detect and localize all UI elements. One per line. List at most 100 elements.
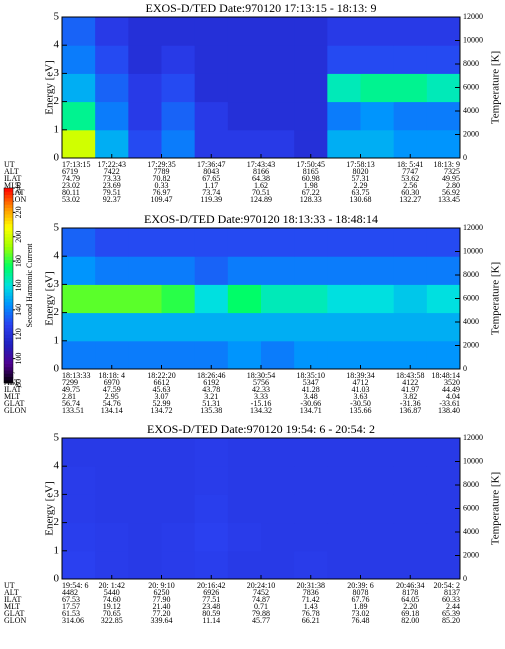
colorbar-swatch <box>4 230 13 234</box>
spectrogram-cell <box>360 438 395 467</box>
y-tick-label: 5 <box>54 432 60 444</box>
spectrogram-cell <box>327 256 361 285</box>
table-cell: 124.89 <box>250 195 272 204</box>
spectrogram-cell <box>294 17 328 46</box>
spectrogram-cell <box>62 73 96 103</box>
table-cell: 8137 <box>444 588 460 597</box>
spectrogram-cell <box>95 17 129 46</box>
table-cell: 61.53 <box>62 609 80 618</box>
table-cell: 67.65 <box>202 174 220 183</box>
y2-tick-label: 4000 <box>463 106 479 115</box>
table-cell: 134.14 <box>101 406 123 415</box>
table-row-label: MLT <box>4 181 20 190</box>
colorbar-swatch <box>4 314 13 319</box>
spectrogram-cell <box>194 312 229 342</box>
spectrogram-cell <box>261 17 295 46</box>
y2-tick-label: 12000 <box>463 433 483 442</box>
colorbar-swatch <box>4 272 13 277</box>
spectrogram-cell <box>194 438 229 467</box>
table-cell: 45.77 <box>252 616 270 625</box>
table-cell: 6612 <box>154 378 170 387</box>
spectrogram-cell <box>327 284 361 314</box>
y-tick-label: 3 <box>54 488 60 500</box>
table-cell: 80.11 <box>62 188 80 197</box>
table-cell: 109.47 <box>151 195 173 204</box>
colorbar-swatch <box>4 282 13 286</box>
colorbar-swatch <box>4 363 13 368</box>
y2-axis-label: Temperature [K] <box>490 51 502 124</box>
table-cell: 3.21 <box>204 392 218 401</box>
table-cell: 18:13:33 <box>62 371 90 380</box>
table-cell: 44.49 <box>442 385 460 394</box>
spectrogram-cell <box>294 45 328 74</box>
table-cell: 7747 <box>402 167 418 176</box>
y2-tick-label: 6000 <box>463 293 479 302</box>
y-tick-label: 4 <box>54 250 60 262</box>
spectrogram-cell <box>128 228 162 257</box>
spectrogram-cell <box>261 101 295 131</box>
colorbar-swatch <box>4 305 13 309</box>
y2-tick-label: 4000 <box>463 527 479 536</box>
colorbar-swatch <box>4 321 13 325</box>
spectrogram-cell <box>393 438 428 467</box>
table-cell: 339.64 <box>151 616 173 625</box>
panel-title: EXOS-D/TED Date:970120 18:13:33 - 18:48:… <box>144 212 378 226</box>
table-cell: 18:39:34 <box>346 371 374 380</box>
table-cell: 23.48 <box>202 602 220 611</box>
table-row-label: ALT <box>4 588 19 597</box>
spectrogram-cell <box>161 101 196 131</box>
spectrogram-cell <box>128 129 162 159</box>
table-cell: 67.22 <box>302 188 320 197</box>
table-cell: 4.04 <box>446 392 460 401</box>
spectrogram-cell <box>426 256 461 285</box>
table-cell: 135.38 <box>200 406 222 415</box>
spectrogram-cell <box>426 312 461 342</box>
colorbar-tick-label: 140 <box>14 304 23 316</box>
spectrogram-cell <box>393 17 428 46</box>
spectrogram-cell <box>360 340 395 370</box>
spectrogram-cell <box>62 228 96 257</box>
spectrogram-cell <box>426 438 461 467</box>
spectrogram-cell <box>393 466 428 495</box>
colorbar-swatch <box>4 240 13 244</box>
spectrogram-cell <box>360 522 395 552</box>
y2-tick-label: 0 <box>463 364 467 373</box>
y2-tick-label: 2000 <box>463 550 479 559</box>
table-cell: 66.21 <box>302 616 320 625</box>
spectrogram-cell <box>62 312 96 342</box>
colorbar-swatch <box>4 279 13 283</box>
spectrogram-cell <box>393 73 428 103</box>
spectrogram-cell <box>261 129 295 159</box>
table-cell: 70.82 <box>153 174 171 183</box>
colorbar-swatch <box>4 259 13 264</box>
table-cell: 70.65 <box>103 609 121 618</box>
spectrogram-cell <box>426 228 461 257</box>
spectrogram-cell <box>95 256 129 285</box>
colorbar-swatch <box>4 210 13 215</box>
table-cell: 17:29:35 <box>147 160 175 169</box>
y2-tick-label: 6000 <box>463 82 479 91</box>
table-cell: 3.48 <box>304 392 318 401</box>
table-cell: 1.98 <box>304 181 318 190</box>
colorbar-swatch <box>4 220 13 225</box>
spectrogram-cell <box>426 340 461 370</box>
colorbar-swatch <box>4 347 13 351</box>
table-cell: 2.29 <box>354 181 368 190</box>
spectrogram-cell <box>294 466 328 495</box>
spectrogram-cell <box>194 256 229 285</box>
colorbar-swatch <box>4 318 13 322</box>
spectrogram-cell <box>261 256 295 285</box>
table-cell: 43.78 <box>202 385 220 394</box>
colorbar-swatch <box>4 194 13 199</box>
spectrogram-cell <box>360 256 395 285</box>
colorbar-swatch <box>4 288 13 293</box>
table-cell: 5440 <box>104 588 120 597</box>
spectrogram-cell <box>327 17 361 46</box>
y-tick-label: 3 <box>54 278 60 290</box>
spectrogram-cell <box>393 312 428 342</box>
spectrogram-cell <box>227 466 262 495</box>
table-row-label: ALT <box>4 167 19 176</box>
table-row-label: GLAT <box>4 399 25 408</box>
spectrogram-cell <box>261 312 295 342</box>
